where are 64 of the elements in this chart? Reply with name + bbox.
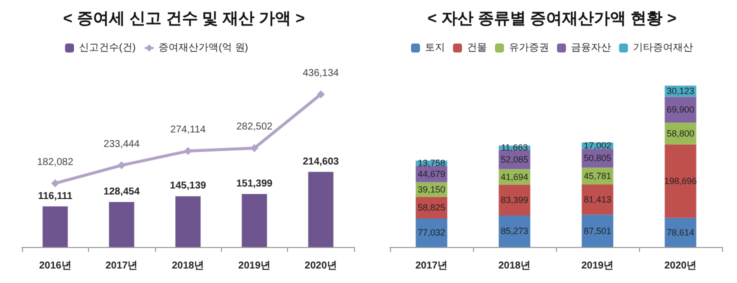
data-label: 85,273	[500, 226, 528, 236]
x-tick-label: 2017년	[105, 260, 138, 272]
data-label: 145,139	[170, 180, 207, 192]
bar	[582, 184, 614, 215]
x-tick-label: 2020년	[664, 260, 697, 272]
point	[184, 147, 192, 156]
x-tick-label: 2019년	[581, 260, 614, 272]
data-label: 50,805	[584, 153, 612, 164]
data-label: 436,134	[302, 68, 340, 79]
x-tick-label: 2018년	[172, 260, 204, 272]
data-label: 11,663	[501, 142, 528, 153]
data-label: 58,800	[666, 128, 694, 139]
bar	[175, 196, 201, 247]
data-label: 58,825	[418, 202, 446, 213]
data-label: 41,694	[500, 172, 528, 182]
data-label: 78,614	[666, 227, 694, 238]
bar	[416, 218, 448, 247]
data-label: 81,413	[584, 194, 612, 205]
chart-title: < 증여세 신고 건수 및 재산 가액 >	[63, 10, 305, 28]
bar	[664, 218, 696, 247]
bar	[664, 144, 696, 218]
data-label: 128,454	[104, 186, 140, 198]
data-label: 44,679	[418, 168, 446, 179]
data-label: 69,900	[666, 104, 694, 115]
data-label: 274,114	[170, 124, 206, 136]
x-tick-label: 2020년	[304, 260, 337, 272]
data-label: 17,002	[584, 140, 612, 151]
bar	[308, 172, 334, 247]
legend-label: 토지	[425, 42, 445, 54]
point	[316, 90, 325, 98]
data-label: 116,111	[38, 190, 73, 202]
x-tick-label: 2019년	[238, 260, 271, 272]
bar	[108, 202, 134, 247]
legend-label: 건물	[467, 42, 487, 54]
bar	[498, 215, 530, 247]
chart-title: < 자산 종류별 증여재산가액 현황 >	[428, 10, 676, 28]
data-label: 198,696	[664, 176, 697, 186]
data-label: 77,032	[418, 228, 446, 238]
data-label: 13,758	[418, 158, 446, 168]
bar	[242, 194, 268, 247]
data-label: 282,502	[236, 122, 273, 133]
x-tick-label: 2016년	[39, 260, 72, 272]
x-tick-label: 2018년	[498, 260, 531, 272]
bar	[42, 206, 68, 247]
data-label: 233,444	[104, 138, 140, 150]
bar	[498, 184, 530, 216]
legend-label: 유가증권	[509, 42, 549, 54]
legend-label: 기타증여재산	[633, 42, 693, 54]
data-label: 30,123	[666, 86, 694, 96]
legend-label: 증여재산가액(억 원)	[158, 42, 248, 54]
data-label: 39,150	[418, 184, 446, 194]
data-label: 214,603	[302, 156, 340, 168]
data-label: 151,399	[236, 178, 273, 190]
legend-label: 신고건수(건)	[79, 42, 136, 54]
point	[118, 161, 126, 170]
point	[51, 179, 60, 188]
bar	[582, 214, 614, 247]
data-label: 52,085	[500, 154, 528, 165]
x-tick-label: 2017년	[415, 260, 448, 272]
legend-label: 금융자산	[571, 42, 611, 54]
data-label: 87,501	[584, 226, 612, 236]
data-label: 45,781	[584, 171, 612, 182]
data-label: 182,082	[37, 156, 74, 168]
data-label: 83,399	[500, 195, 528, 206]
